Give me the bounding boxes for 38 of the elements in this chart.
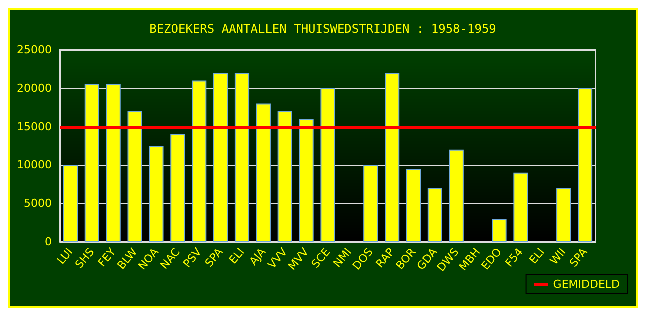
y-tick-label: 5000	[24, 197, 52, 210]
bar	[149, 146, 164, 242]
x-tick-label: ELI	[526, 246, 548, 267]
legend-label: GEMIDDELD	[553, 278, 620, 291]
y-tick-label: 15000	[17, 120, 52, 134]
bar	[299, 119, 314, 242]
y-tick-label: 25000	[17, 44, 52, 56]
bar	[234, 73, 250, 242]
x-tick-label: SPA	[567, 245, 591, 270]
bar	[428, 188, 442, 242]
bar	[364, 165, 378, 242]
x-tick-label: LUI	[54, 246, 76, 268]
x-tick-label: AJA	[247, 245, 269, 268]
bar	[128, 111, 142, 242]
y-tick-label: 0	[45, 236, 52, 248]
bar	[385, 73, 400, 242]
bar	[170, 134, 186, 242]
x-tick-label: SPA	[202, 245, 226, 270]
x-tick-label: ELI	[226, 246, 248, 267]
bar	[256, 104, 271, 242]
bar	[278, 111, 292, 242]
y-tick-label: 20000	[17, 82, 52, 95]
bar	[84, 84, 100, 242]
bar	[578, 88, 593, 242]
bar	[406, 169, 422, 242]
x-tick-label: F54	[502, 246, 526, 270]
chart-title: BEZOEKERS AANTALLEN THUISWEDSTRIJDEN : 1958-1959	[150, 22, 496, 36]
bar	[449, 150, 464, 242]
bar	[514, 172, 528, 242]
bar	[214, 73, 228, 242]
bar	[106, 84, 121, 242]
y-tick-label: 10000	[17, 158, 52, 172]
x-tick-label: WII	[548, 246, 569, 268]
bar	[320, 88, 336, 242]
bar	[192, 80, 207, 242]
bar	[63, 165, 78, 242]
bar	[556, 188, 572, 242]
bar	[492, 218, 507, 242]
